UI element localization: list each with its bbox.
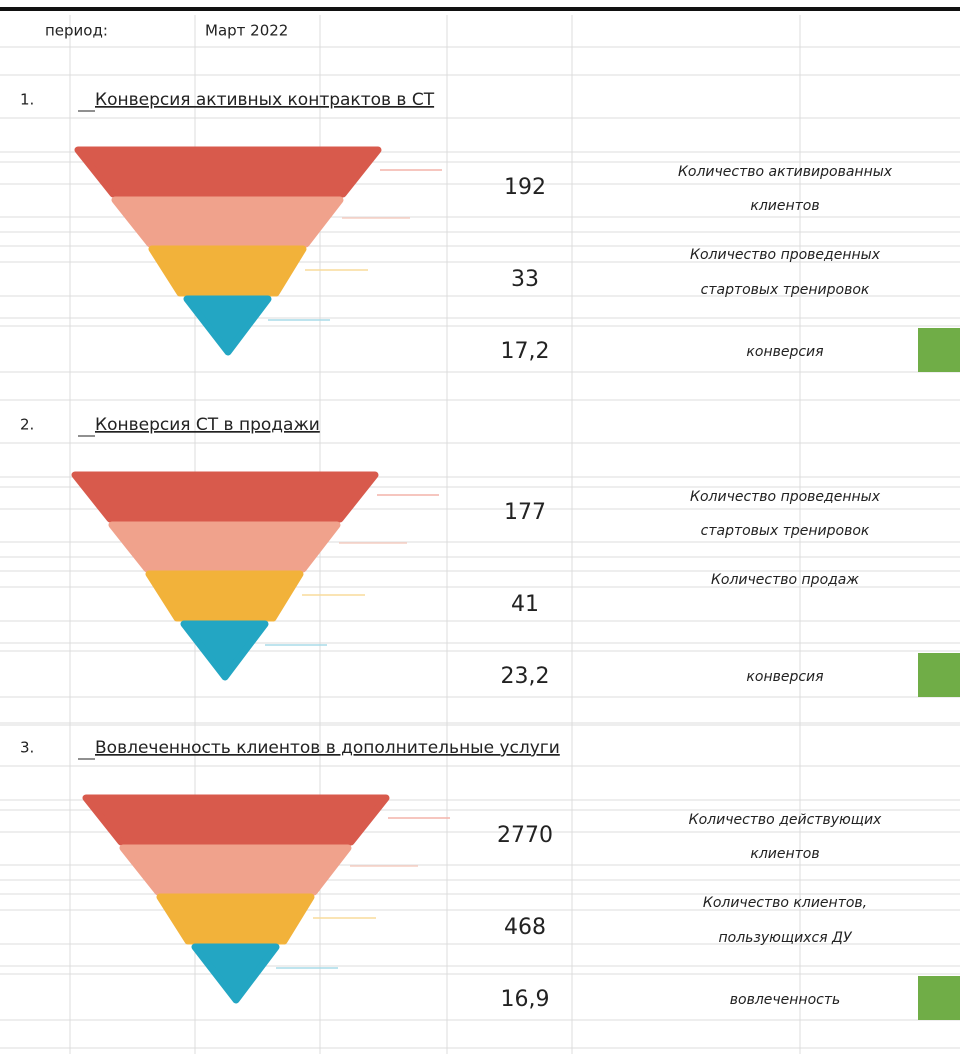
metric-label: Количество активированных [678,164,893,180]
metric-label: клиентов [750,846,819,862]
metric-value: 192 [504,175,546,200]
period-value: Март 2022 [205,22,288,40]
funnel-layer [152,249,303,293]
metric-value: 177 [504,500,546,525]
status-indicator [918,976,960,1020]
section-number: 2. [20,416,34,434]
funnel-layer [149,574,300,618]
metric-value: 17,2 [501,339,550,364]
metric-value: 41 [511,592,539,617]
section-title: Конверсия активных контрактов в СТ [95,90,435,110]
metric-label: Количество действующих [689,812,882,828]
metric-value: 468 [504,915,546,940]
funnel-layer [78,150,378,194]
metric-label: Количество клиентов, [703,895,867,911]
metric-value: 16,9 [501,987,550,1012]
funnel-layer [115,200,340,244]
section-title: Вовлеченность клиентов в дополнительные … [95,738,560,758]
metric-label: пользующихся ДУ [718,930,853,946]
metric-value: 2770 [497,823,553,848]
status-indicator [918,328,960,372]
section-number: 3. [20,739,34,757]
metric-label: конверсия [746,669,823,685]
metric-value: 23,2 [501,664,550,689]
funnel-layer [75,475,375,519]
metric-label: стартовых тренировок [701,282,870,298]
metric-value: 33 [511,267,539,292]
top-border [0,7,960,11]
funnel-layer [123,848,348,892]
metric-label: конверсия [746,344,823,360]
metric-label: Количество проведенных [690,489,881,505]
section-number: 1. [20,91,34,109]
funnel-layer [160,897,311,941]
metric-label: стартовых тренировок [701,523,870,539]
spreadsheet: период: Март 2022 1. Конверсия активных к… [0,0,960,1054]
metric-label: клиентов [750,198,819,214]
funnel-layer [86,798,386,842]
status-indicator [918,653,960,697]
metric-label: вовлеченность [730,992,841,1008]
period-label: период: [45,22,108,40]
metric-label: Количество проведенных [690,247,881,263]
section-title: Конверсия СТ в продажи [95,415,320,435]
page: период: Март 2022 1. Конверсия активных к… [0,0,960,1054]
funnel-layer [112,525,337,569]
metric-label: Количество продаж [711,572,859,588]
